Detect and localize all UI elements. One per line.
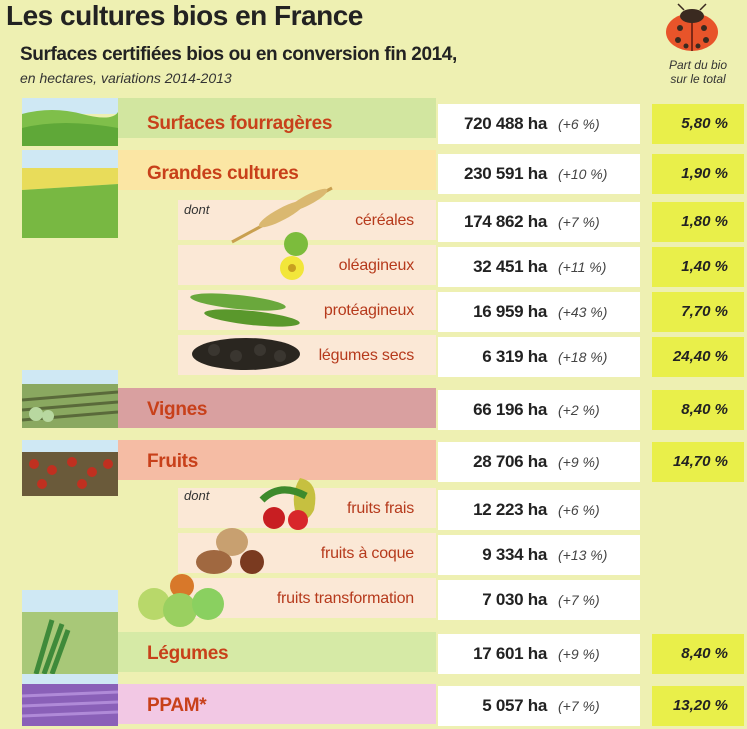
label-legumes: Légumes bbox=[147, 643, 229, 664]
hectares-value: 5 057 ha bbox=[482, 696, 547, 715]
subrow-bar bbox=[178, 200, 436, 240]
label-oleagineux: oléagineux bbox=[338, 257, 415, 274]
variation-value: (+6 %) bbox=[558, 116, 600, 132]
fresh-fruits-icon bbox=[259, 478, 316, 530]
hectares-value: 9 334 ha bbox=[482, 545, 547, 564]
label-grandes-cultures: Grandes cultures bbox=[147, 163, 299, 184]
beans-icon bbox=[190, 293, 300, 327]
label-fruits: Fruits bbox=[147, 451, 198, 472]
apples-icon bbox=[138, 574, 224, 627]
share-value: 1,90 % bbox=[652, 154, 744, 194]
hectares-value: 230 591 ha bbox=[463, 164, 547, 183]
hectares-value: 7 030 ha bbox=[482, 590, 547, 609]
vegetable-field-image bbox=[22, 590, 118, 674]
variation-value: (+2 %) bbox=[558, 402, 600, 418]
variation-value: (+6 %) bbox=[558, 502, 600, 518]
value-cell bbox=[438, 580, 640, 620]
share-value: 7,70 % bbox=[652, 292, 744, 332]
subrow-bar bbox=[178, 245, 436, 285]
nuts-icon bbox=[196, 528, 264, 574]
variation-value: (+7 %) bbox=[558, 592, 600, 608]
hectares-value: 12 223 ha bbox=[473, 500, 547, 519]
hectares-value: 28 706 ha bbox=[473, 452, 547, 471]
value-cell bbox=[438, 292, 640, 332]
rapeseed-icon bbox=[280, 232, 308, 280]
share-value: 14,70 % bbox=[652, 442, 744, 482]
value-cell bbox=[438, 442, 640, 482]
hectares-value: 32 451 ha bbox=[473, 257, 547, 276]
units-note: en hectares, variations 2014-2013 bbox=[20, 70, 232, 86]
pasture-image bbox=[22, 98, 118, 146]
value-cell bbox=[438, 490, 640, 530]
page-subtitle: Surfaces certifiées bios ou en conversio… bbox=[20, 44, 457, 65]
hectares-value: 6 319 ha bbox=[482, 347, 547, 366]
variation-value: (+11 %) bbox=[558, 259, 607, 275]
value-cell bbox=[438, 634, 640, 674]
label-fruits-frais: fruits frais bbox=[347, 500, 414, 517]
share-value: 1,40 % bbox=[652, 247, 744, 287]
value-cell bbox=[438, 202, 640, 242]
hectares-value: 720 488 ha bbox=[463, 114, 547, 133]
hectares-value: 174 862 ha bbox=[463, 212, 547, 231]
variation-value: (+13 %) bbox=[558, 547, 608, 563]
row-bar-fourrageres bbox=[118, 98, 436, 138]
variation-value: (+18 %) bbox=[558, 349, 608, 365]
hectares-value: 17 601 ha bbox=[473, 644, 547, 663]
share-header-line1: Part du bio bbox=[668, 58, 728, 72]
variation-value: (+9 %) bbox=[558, 646, 600, 662]
row-bar-legumes bbox=[118, 632, 436, 672]
value-cell bbox=[438, 154, 640, 194]
value-cell bbox=[438, 535, 640, 575]
share-value: 24,40 % bbox=[652, 337, 744, 377]
label-fruits-transformation: fruits transformation bbox=[276, 590, 414, 607]
share-header-line2: sur le total bbox=[670, 72, 726, 86]
share-value: 1,80 % bbox=[652, 202, 744, 242]
variation-value: (+7 %) bbox=[558, 214, 600, 230]
field-image bbox=[22, 150, 118, 238]
value-cell bbox=[438, 390, 640, 430]
row-bar-grandes-cultures bbox=[118, 150, 436, 190]
wheat-icon bbox=[231, 186, 333, 244]
share-value: 8,40 % bbox=[652, 634, 744, 674]
hectares-value: 66 196 ha bbox=[473, 400, 547, 419]
share-value: 5,80 % bbox=[652, 104, 744, 144]
label-proteagineux: protéagineux bbox=[323, 302, 414, 319]
row-bar-ppam bbox=[118, 684, 436, 724]
dont-label: dont bbox=[184, 488, 210, 503]
lentils-icon bbox=[192, 338, 300, 370]
vineyard-image bbox=[22, 370, 118, 428]
share-header: Part du bio sur le total bbox=[652, 58, 744, 86]
label-vignes: Vignes bbox=[147, 399, 208, 420]
orchard-image bbox=[22, 440, 118, 496]
value-cell bbox=[438, 247, 640, 287]
label-legumes-secs: légumes secs bbox=[318, 347, 415, 364]
label-ppam: PPAM* bbox=[147, 695, 207, 716]
share-value: 13,20 % bbox=[652, 686, 744, 726]
value-cell bbox=[438, 104, 640, 144]
row-bar-fruits bbox=[118, 440, 436, 480]
variation-value: (+43 %) bbox=[558, 304, 608, 320]
hectares-value: 16 959 ha bbox=[473, 302, 547, 321]
variation-value: (+9 %) bbox=[558, 454, 600, 470]
variation-value: (+7 %) bbox=[558, 698, 600, 714]
ladybug-icon bbox=[666, 3, 718, 51]
value-cell bbox=[438, 686, 640, 726]
label-fourrageres: Surfaces fourragères bbox=[147, 113, 333, 134]
share-value: 8,40 % bbox=[652, 390, 744, 430]
dont-label: dont bbox=[184, 202, 210, 217]
variation-value: (+10 %) bbox=[558, 166, 608, 182]
label-cereales: céréales bbox=[355, 212, 414, 229]
page-title: Les cultures bios en France bbox=[6, 0, 363, 31]
row-bar-vignes bbox=[118, 388, 436, 428]
value-cell bbox=[438, 337, 640, 377]
lavender-image bbox=[22, 674, 118, 726]
label-fruits-coque: fruits à coque bbox=[320, 545, 414, 562]
